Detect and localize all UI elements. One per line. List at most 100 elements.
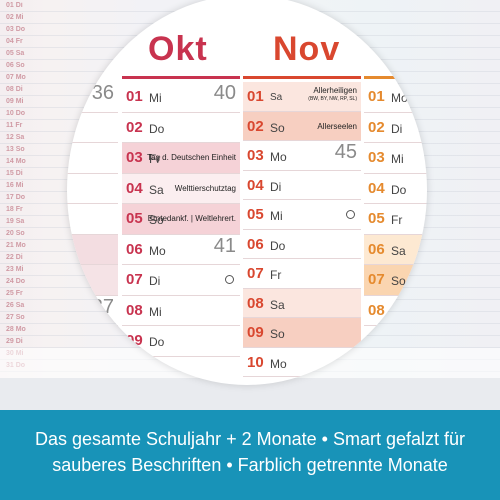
day-row[interactable]: 09 Do [122, 326, 240, 357]
calendar-columns: Okt 01 Mi 40 02 Do 03 Fr Tag d. Deutschen Einhei… [67, 0, 427, 380]
day-number: 01 [368, 88, 385, 105]
day-row[interactable]: 07 Fr [243, 259, 361, 289]
month-title: Nov [273, 30, 341, 68]
bg-day-number: 04 Fr [6, 38, 23, 45]
bg-day-number: 02 Mi [6, 14, 24, 21]
weekday-label: Fr [270, 268, 282, 282]
day-number: 02 [126, 118, 143, 136]
weekday-label: Mo [149, 243, 166, 258]
day-row[interactable]: 04 Sa Welttierschutztag [122, 173, 240, 204]
day-number: 09 [126, 332, 143, 349]
bg-day-number: 07 Mo [6, 74, 26, 81]
weekday-label: Di [391, 335, 403, 349]
day-number: 05 [368, 210, 385, 227]
day-row[interactable]: 05 Fr [364, 204, 427, 235]
magnified-calendar-detail: Okt 01 Mi 40 02 Do 03 Fr Tag d. Deutschen Einhei… [67, 0, 427, 385]
day-number: 02 [368, 118, 385, 136]
weekday-label: Mo [270, 356, 287, 371]
day-row [67, 234, 118, 265]
bg-day-number: 13 So [6, 146, 25, 153]
bg-day-number: 23 Mi [6, 266, 24, 273]
day-row[interactable]: 02 So Allerseelen [243, 111, 361, 141]
day-row[interactable]: 06 Sa [364, 234, 427, 265]
bg-day-number: 19 Sa [6, 218, 25, 225]
weekday-label: Di [149, 274, 161, 288]
bg-day-number: 24 Do [6, 278, 26, 285]
weekday-label: Di [391, 121, 403, 136]
day-number: 09 [247, 324, 264, 341]
bg-day-number: 14 Mo [6, 158, 26, 165]
weekday-label: So [270, 120, 285, 135]
week-number: 36 [91, 82, 114, 104]
day-row[interactable]: 07 Di [122, 265, 240, 296]
day-number: 01 [247, 88, 264, 105]
weekday-label: Do [149, 121, 165, 136]
day-number: 03 [126, 149, 143, 166]
weekday-label: Mi [391, 152, 404, 166]
day-number: 05 [247, 206, 264, 223]
day-row[interactable]: 02 Do [122, 113, 240, 143]
bg-day-number: 17 Do [6, 194, 26, 201]
weekday-label: Sa [270, 92, 283, 103]
day-row[interactable]: 02 Di [364, 113, 427, 143]
day-row [67, 204, 118, 235]
bg-day-number: 26 Sa [6, 302, 25, 309]
weekday-label: Fr [149, 152, 161, 166]
weekday-label: So [270, 327, 285, 341]
day-number: 04 [247, 176, 264, 194]
day-row [67, 265, 118, 296]
holiday-states: (BW, BY, NW, RP, SL) [308, 96, 357, 102]
day-row[interactable]: 06 Mo 41 [122, 234, 240, 265]
bg-day-number: 21 Mo [6, 242, 26, 249]
day-row[interactable]: 05 Mi [243, 200, 361, 230]
holiday-label: Allerheiligen (BW, BY, NW, RP, SL) [308, 86, 357, 104]
day-row[interactable]: 08 Mo [364, 296, 427, 326]
bg-day-number: 10 Do [6, 110, 26, 117]
day-row[interactable]: 01 Mi 40 [122, 82, 240, 113]
bg-day-number: 15 Di [6, 170, 23, 177]
bg-day-number: 09 Mi [6, 98, 24, 105]
weekday-label: Do [149, 335, 165, 349]
weekday-label: Mi [270, 209, 283, 223]
weekday-label: Mo [391, 91, 408, 105]
weekday-label: Mo [391, 304, 408, 319]
holiday-label: Welttierschutztag [174, 183, 236, 193]
bg-day-number: 16 Mi [6, 182, 24, 189]
week-number: 41 [213, 234, 236, 257]
day-row[interactable]: 08 Mi [122, 296, 240, 326]
day-row[interactable]: 03 Mo 45 [243, 141, 361, 171]
day-row[interactable]: 05 So Erntedankf. | Weltlehrert. [122, 204, 240, 235]
bg-day-number: 11 Fr [6, 122, 23, 129]
weekday-label: Do [391, 182, 407, 197]
bg-day-number: 20 So [6, 230, 25, 237]
day-number: 06 [126, 240, 143, 258]
day-number: 04 [126, 179, 143, 197]
weekday-label: Mi [149, 304, 162, 319]
month-title: D [394, 30, 420, 68]
day-row [67, 174, 118, 204]
day-row: 37 [67, 296, 118, 326]
day-row[interactable]: 01 Mo [364, 82, 427, 113]
day-number: 07 [126, 271, 143, 288]
day-row[interactable]: 10 Mo [243, 348, 361, 377]
day-number: 08 [247, 294, 264, 312]
day-row[interactable]: 04 Di [243, 171, 361, 200]
day-row[interactable]: 06 Do [243, 230, 361, 259]
day-number: 08 [126, 301, 143, 319]
bg-day-number: 29 Di [6, 338, 23, 345]
month-column: 01 Mi 40 02 Do 03 Fr Tag d. Deutschen Einheit 04… [122, 82, 240, 357]
day-row[interactable]: 03 Mi [364, 143, 427, 174]
day-row[interactable]: 09 So [243, 318, 361, 348]
day-row[interactable]: 03 Fr Tag d. Deutschen Einheit [122, 143, 240, 174]
day-row[interactable]: 09 Di [364, 326, 427, 357]
day-row[interactable]: 08 Sa [243, 288, 361, 318]
month-underline [364, 76, 427, 79]
day-row[interactable]: 07 So [364, 265, 427, 296]
day-number: 06 [247, 235, 264, 253]
bg-day-number: 18 Fr [6, 206, 23, 213]
day-row[interactable]: 01 Sa Allerheiligen (BW, BY, NW, RP, SL) [243, 82, 361, 112]
holiday-label: Allerseelen [317, 121, 357, 131]
day-row[interactable]: 04 Do [364, 174, 427, 204]
banner-line-2: sauberes Beschriften • Farblich getrennt… [52, 455, 448, 475]
day-number: 05 [126, 210, 143, 227]
